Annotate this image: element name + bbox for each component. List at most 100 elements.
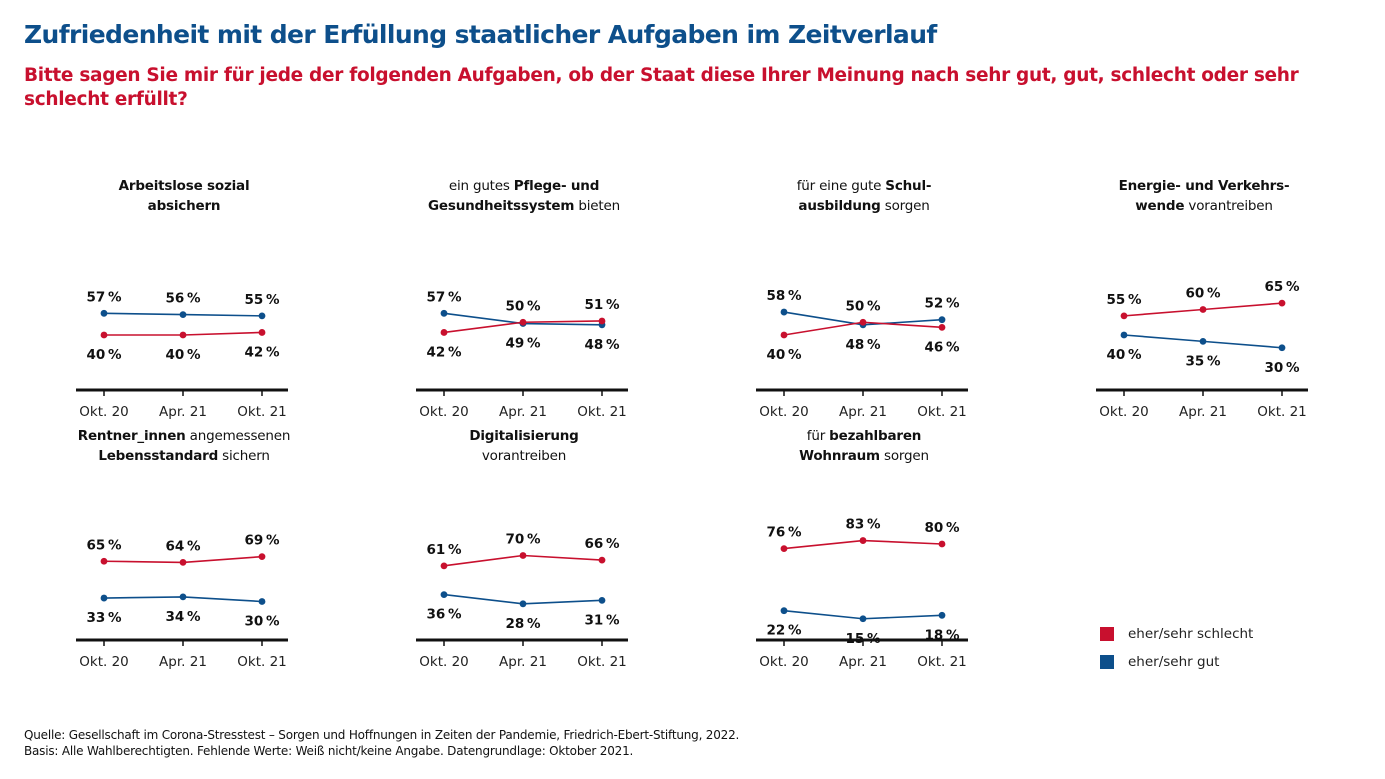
data-point-gut — [100, 309, 108, 317]
x-tick-label: Okt. 21 — [917, 654, 967, 670]
data-point-schlecht — [938, 323, 946, 331]
line-chart: Okt. 20 Apr. 21 Okt. 21 22 % 15 % 18 % 76 % 83 … — [756, 517, 968, 670]
data-label-gut: 15 % — [845, 631, 880, 647]
data-label-gut: 31 % — [584, 612, 619, 628]
x-tick-label: Okt. 20 — [419, 654, 469, 670]
data-label-gut: 36 % — [426, 607, 461, 623]
x-tick-label: Okt. 21 — [237, 404, 287, 420]
data-label-schlecht: 64 % — [165, 538, 200, 554]
data-label-gut: 30 % — [1264, 360, 1299, 376]
data-point-gut — [440, 309, 448, 317]
data-label-schlecht: 70 % — [505, 532, 540, 548]
data-label-schlecht: 80 % — [924, 520, 959, 536]
chart-panel: für bezahlbaren Wohnraum sorgen Okt. 20 Apr… — [744, 426, 984, 676]
data-point-schlecht — [100, 557, 108, 565]
panel-title: Arbeitslose sozial absichern — [118, 178, 250, 214]
line-chart: Okt. 20 Apr. 21 Okt. 21 57 % 49 % 48 % 42 % 50 … — [416, 289, 628, 420]
panel-title: Rentner_innen angemessenen Lebensstandard… — [77, 428, 291, 464]
data-label-gut: 56 % — [165, 291, 200, 307]
data-label-schlecht: 42 % — [244, 344, 279, 360]
data-label-schlecht: 66 % — [584, 536, 619, 552]
data-label-schlecht: 83 % — [845, 517, 880, 533]
data-label-schlecht: 42 % — [426, 344, 461, 360]
data-point-schlecht — [440, 562, 448, 570]
panel-title: für eine gute Schul-ausbildung sorgen — [796, 178, 932, 214]
data-label-schlecht: 50 % — [845, 298, 880, 314]
line-chart: Okt. 20 Apr. 21 Okt. 21 57 % 56 % 55 % 40 % 40 … — [76, 289, 288, 420]
data-point-schlecht — [598, 317, 606, 325]
line-chart: Okt. 20 Apr. 21 Okt. 21 33 % 34 % 30 % 65 % 64 … — [76, 533, 288, 670]
x-tick-label: Okt. 21 — [577, 404, 627, 420]
data-point-gut — [780, 607, 788, 615]
x-tick-label: Okt. 20 — [759, 654, 809, 670]
data-label-gut: 57 % — [426, 289, 461, 305]
data-point-schlecht — [859, 318, 867, 326]
data-point-gut — [1278, 344, 1286, 352]
panel-title: für bezahlbaren Wohnraum sorgen — [799, 428, 929, 464]
data-label-schlecht: 65 % — [86, 537, 121, 553]
chart-panel: Arbeitslose sozial absichern Okt. 20 Apr. 2… — [64, 176, 304, 426]
data-point-gut — [938, 611, 946, 619]
legend-item-gut: eher/sehr gut — [1100, 648, 1253, 676]
legend: eher/sehr schlecht eher/sehr gut — [1100, 620, 1253, 676]
data-point-gut — [1120, 331, 1128, 339]
legend-label-schlecht: eher/sehr schlecht — [1128, 626, 1254, 642]
data-point-schlecht — [179, 331, 187, 339]
data-point-schlecht — [780, 545, 788, 552]
footer-basis: Basis: Alle Wahlberechtigten. Fehlende W… — [24, 744, 634, 758]
panel-title: Digitalisierung vorantreiben — [469, 428, 579, 464]
data-point-gut — [440, 591, 448, 598]
data-point-schlecht — [179, 559, 187, 566]
x-tick-label: Apr. 21 — [159, 404, 207, 420]
footer-source: Quelle: Gesellschaft im Corona-Stresstes… — [24, 728, 740, 742]
data-point-gut — [100, 594, 108, 602]
data-point-gut — [179, 593, 187, 601]
data-point-gut — [859, 615, 867, 623]
data-label-gut: 40 % — [1106, 347, 1141, 363]
data-point-gut — [780, 308, 788, 316]
data-label-gut: 49 % — [505, 336, 540, 352]
data-point-schlecht — [1199, 306, 1207, 313]
panel-title: Energie- und Verkehrs-wende vorantreiben — [1118, 178, 1290, 214]
data-label-gut: 58 % — [766, 288, 801, 304]
x-tick-label: Okt. 20 — [1099, 404, 1149, 420]
data-label-gut: 48 % — [845, 337, 880, 353]
data-point-gut — [598, 596, 606, 604]
line-chart: Okt. 20 Apr. 21 Okt. 21 36 % 28 % 31 % 61 % 70 … — [416, 532, 628, 670]
data-label-schlecht: 61 % — [426, 542, 461, 558]
data-label-gut: 48 % — [584, 337, 619, 353]
data-point-schlecht — [258, 553, 266, 561]
footer-notes: Quelle: Gesellschaft im Corona-Stresstes… — [24, 727, 739, 759]
data-point-schlecht — [1278, 299, 1286, 307]
x-tick-label: Okt. 21 — [237, 654, 287, 670]
data-label-gut: 30 % — [244, 614, 279, 630]
line-chart: Okt. 20 Apr. 21 Okt. 21 58 % 48 % 52 % 40 % 50 … — [756, 288, 968, 420]
x-tick-label: Okt. 21 — [1257, 404, 1307, 420]
data-point-gut — [258, 312, 266, 320]
x-tick-label: Apr. 21 — [839, 404, 887, 420]
data-label-schlecht: 60 % — [1185, 286, 1220, 302]
chart-panel: ein gutes Pflege- und Gesundheitssystem b… — [404, 176, 644, 426]
data-label-schlecht: 40 % — [165, 347, 200, 363]
data-point-gut — [938, 316, 946, 324]
data-label-schlecht: 40 % — [766, 347, 801, 363]
page-subtitle-question: Bitte sagen Sie mir für jede der folgend… — [24, 65, 1299, 110]
legend-swatch-schlecht — [1100, 627, 1114, 641]
data-label-gut: 28 % — [505, 616, 540, 632]
data-label-schlecht: 65 % — [1264, 279, 1299, 295]
data-label-gut: 18 % — [924, 627, 959, 643]
x-tick-label: Apr. 21 — [839, 654, 887, 670]
data-point-gut — [258, 598, 266, 605]
x-tick-label: Apr. 21 — [499, 404, 547, 420]
data-point-gut — [179, 311, 187, 318]
data-point-schlecht — [598, 556, 606, 564]
x-tick-label: Okt. 21 — [577, 654, 627, 670]
data-label-schlecht: 51 % — [584, 297, 619, 313]
data-label-schlecht: 40 % — [86, 347, 121, 363]
legend-swatch-gut — [1100, 655, 1114, 669]
x-tick-label: Okt. 20 — [419, 404, 469, 420]
data-point-schlecht — [100, 331, 108, 339]
data-label-gut: 57 % — [86, 289, 121, 305]
legend-item-schlecht: eher/sehr schlecht — [1100, 620, 1253, 648]
panel-title: ein gutes Pflege- und Gesundheitssystem b… — [428, 178, 620, 214]
